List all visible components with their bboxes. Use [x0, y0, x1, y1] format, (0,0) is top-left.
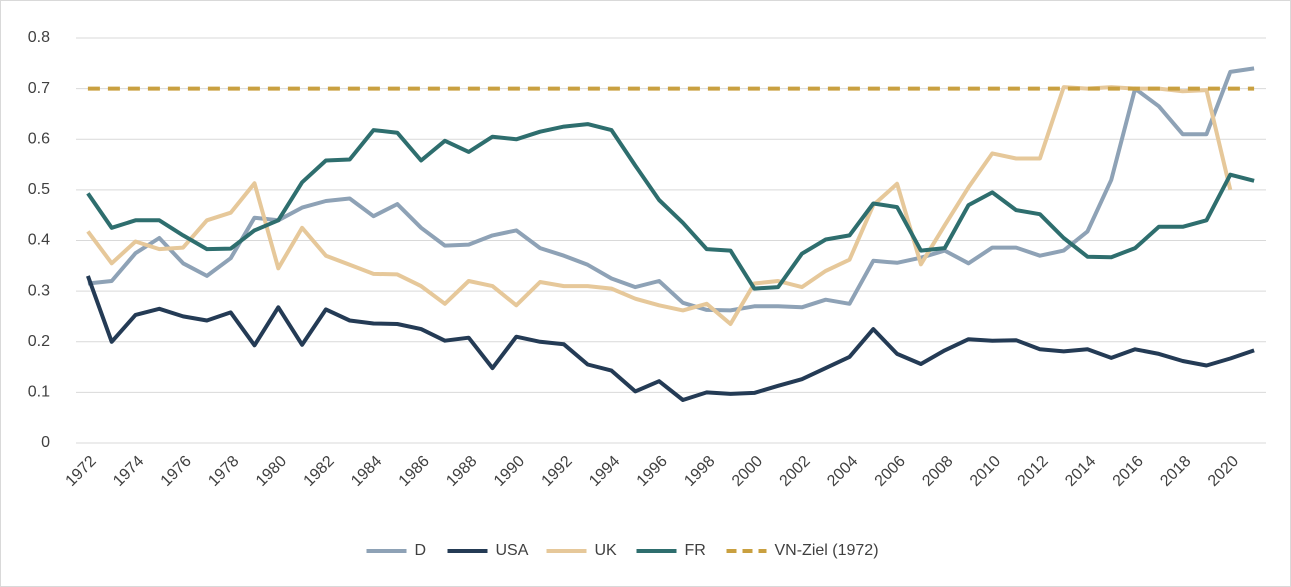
y-tick-label: 0.4	[28, 232, 50, 249]
legend-label: USA	[496, 542, 529, 559]
y-tick-label: 0.2	[28, 333, 50, 350]
y-tick-label: 0.3	[28, 282, 50, 299]
legend-label: UK	[595, 542, 618, 559]
series-line	[86, 275, 1255, 402]
y-tick-label: 0.5	[28, 181, 50, 198]
legend-label: D	[415, 542, 427, 559]
y-tick-label: 0.1	[28, 384, 50, 401]
series-line	[87, 66, 1255, 313]
legend-label: FR	[685, 542, 706, 559]
series-line	[86, 122, 1255, 291]
series-line	[86, 85, 1233, 326]
y-tick-label: 0.6	[28, 130, 50, 147]
y-tick-label: 0.8	[28, 29, 50, 46]
y-tick-label: 0.7	[28, 80, 50, 97]
legend-label: VN-Ziel (1972)	[775, 542, 879, 559]
y-tick-label: 0	[41, 434, 50, 451]
